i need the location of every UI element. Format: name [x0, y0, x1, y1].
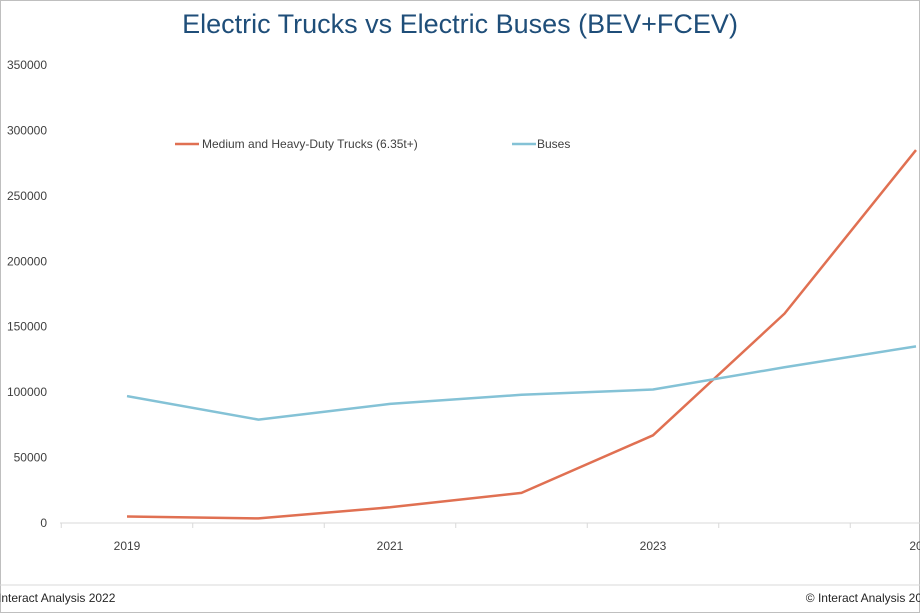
legend-label-buses: Buses: [537, 137, 570, 151]
y-axis: 0 50000 100000 150000 200000 250000 300000 3500…: [7, 58, 47, 530]
x-tick-label: 2021: [377, 539, 404, 553]
y-tick-label: 100000: [7, 385, 47, 399]
x-tick-label: 2019: [114, 539, 141, 553]
y-tick-label: 200000: [7, 254, 47, 268]
y-tick-label: 350000: [7, 58, 47, 72]
y-tick-label: 150000: [7, 320, 47, 334]
y-tick-label: 50000: [14, 451, 48, 465]
x-tick-label: 20: [909, 539, 920, 553]
chart-title: Electric Trucks vs Electric Buses (BEV+F…: [182, 9, 738, 39]
x-tick-label: 2023: [640, 539, 667, 553]
footer-right: © Interact Analysis 20: [806, 591, 920, 605]
series-line-trucks: [126, 149, 917, 520]
y-tick-label: 250000: [7, 189, 47, 203]
series-group: [126, 149, 917, 520]
y-tick-label: 300000: [7, 123, 47, 137]
x-axis: 2019 2021 2023 20: [60, 523, 920, 553]
y-tick-label: 0: [40, 516, 47, 530]
legend: Medium and Heavy-Duty Trucks (6.35t+) Bu…: [175, 137, 570, 151]
footer-left: Interact Analysis 2022: [0, 591, 116, 605]
series-line-buses: [126, 345, 917, 421]
legend-label-trucks: Medium and Heavy-Duty Trucks (6.35t+): [202, 137, 418, 151]
